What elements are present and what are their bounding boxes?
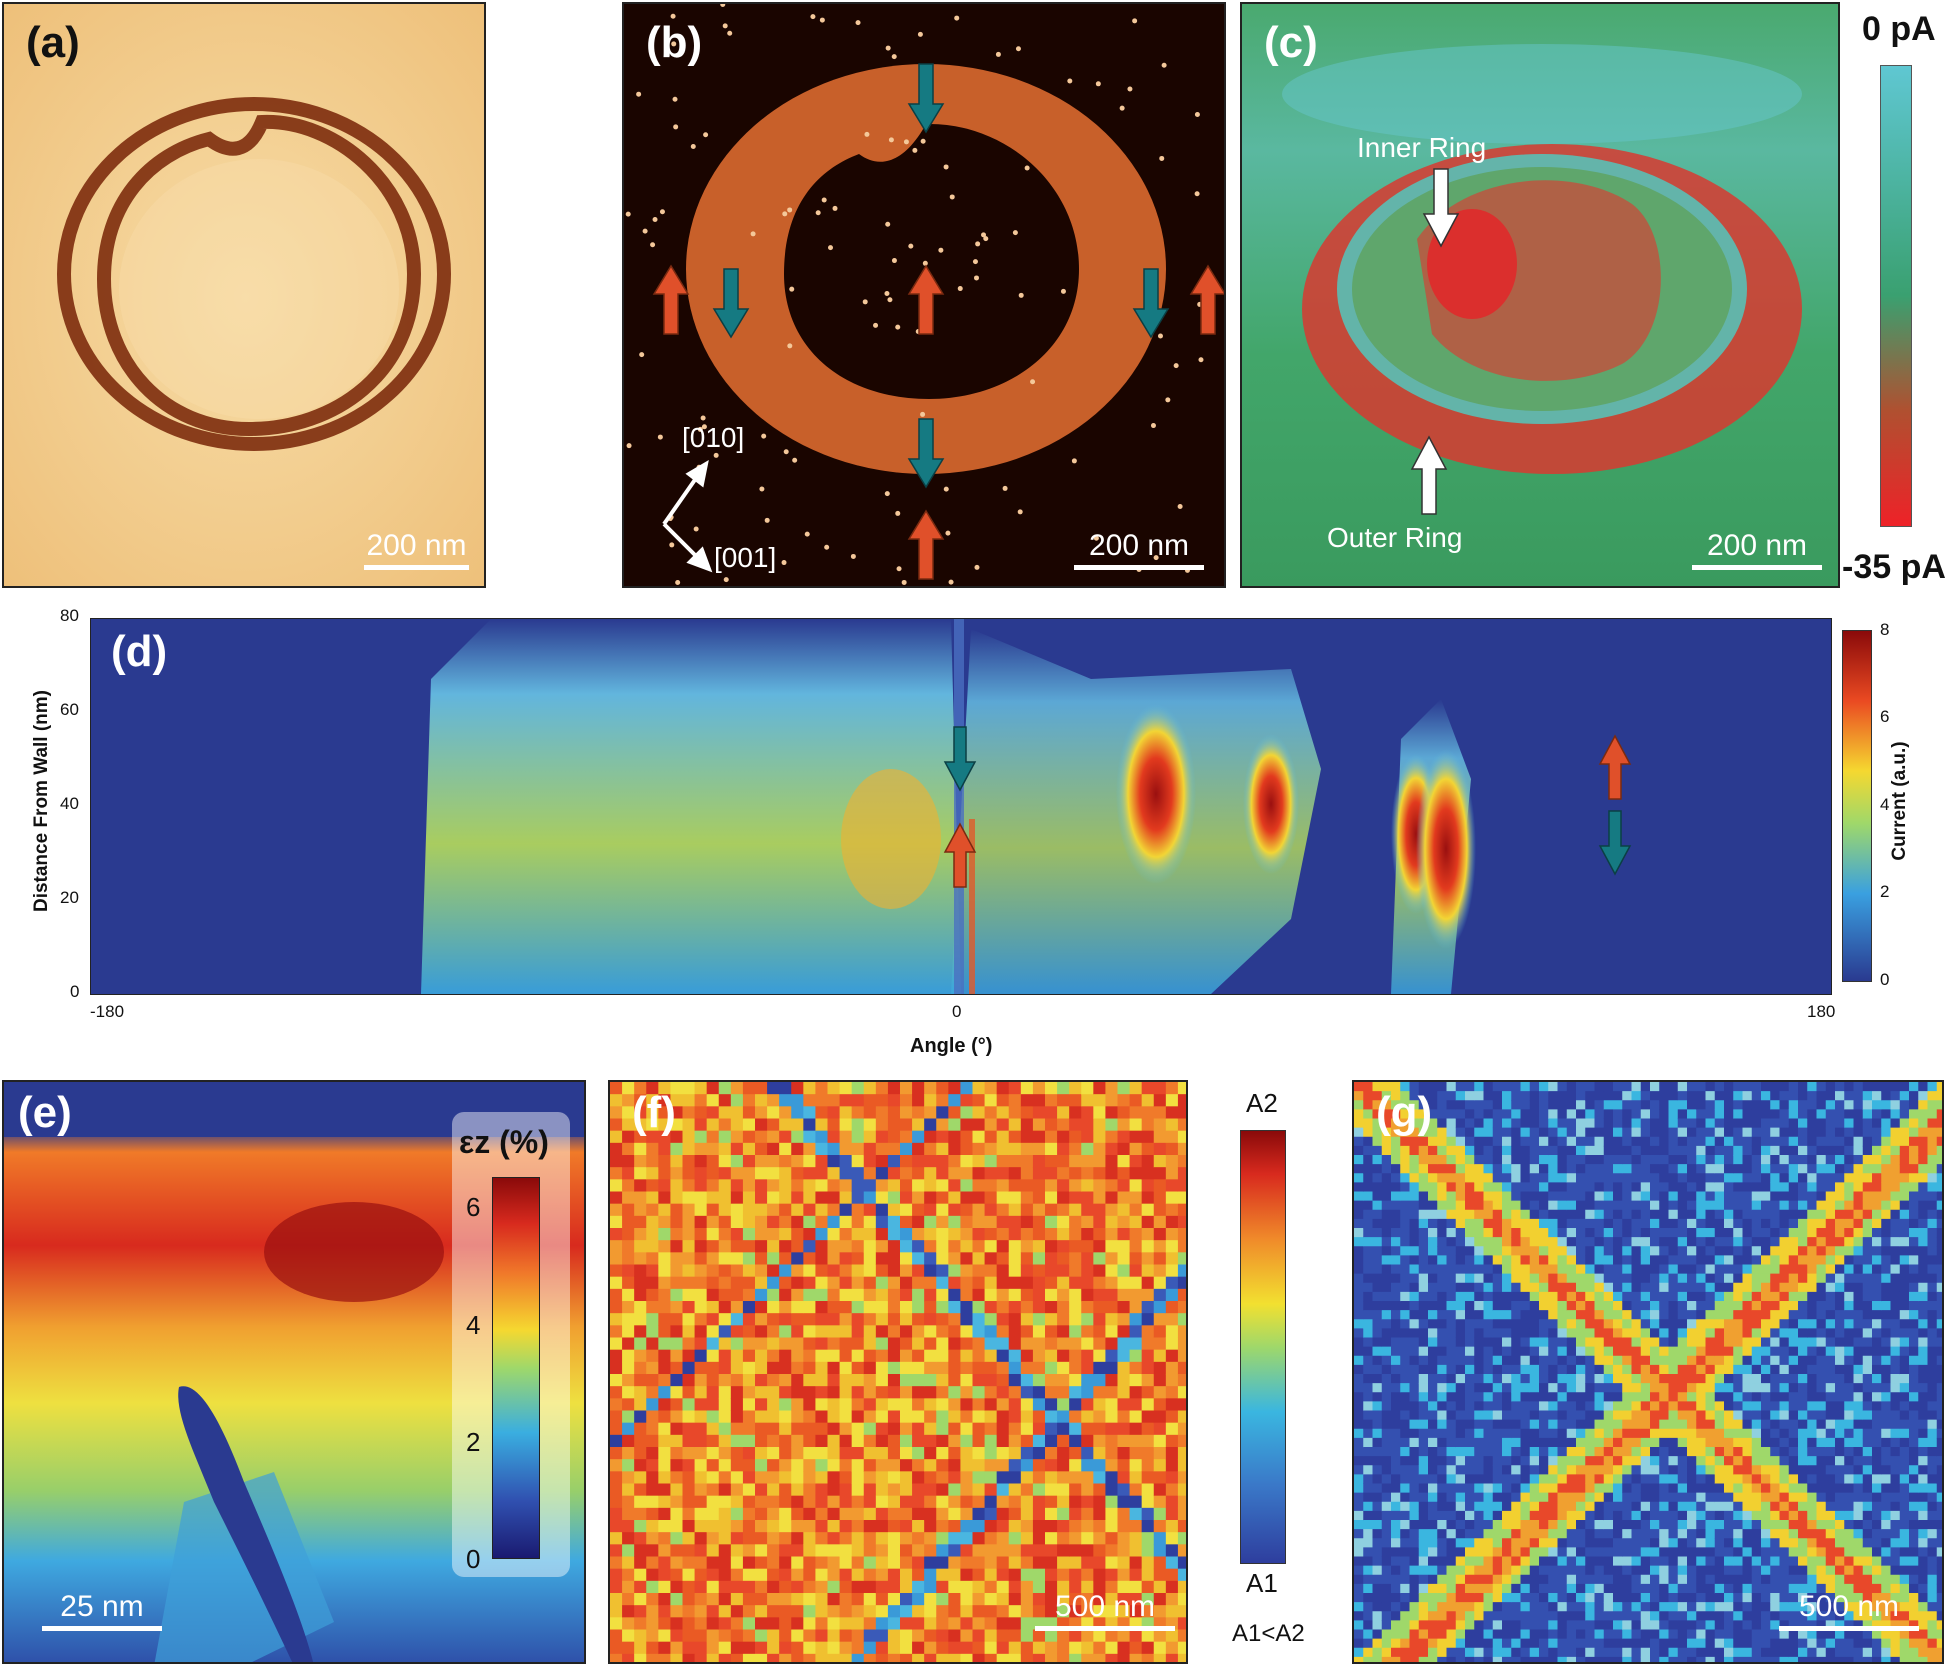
current-map-image — [1242, 4, 1838, 586]
panel-d-colorbar — [1842, 630, 1872, 982]
panel-d-label: (d) — [111, 627, 168, 676]
strain-map-image — [4, 1082, 584, 1662]
colorbar-fg-top: A2 — [1246, 1088, 1278, 1118]
colorbar-fg-bottom: A1 — [1246, 1568, 1278, 1598]
afm-topography-image — [4, 4, 484, 586]
outer-ring-label: Outer Ring — [1327, 522, 1463, 553]
panel-e-label: (e) — [18, 1088, 72, 1137]
panel-c-label: (c) — [1264, 18, 1318, 67]
scalebar-text: 200 nm — [1088, 529, 1190, 562]
panel-c: Inner Ring Outer Ring (c) 200 nm — [1240, 2, 1840, 588]
arrow-up-icon — [943, 734, 1632, 888]
scalebar-text: 500 nm — [1054, 1590, 1156, 1623]
panel-d: (d) — [90, 618, 1832, 995]
ytick-60: 60 — [60, 700, 79, 719]
xtick-neg180: -180 — [90, 1002, 125, 1021]
cbar-d-tick-6: 6 — [1880, 707, 1890, 726]
cbar-d-tick-2: 2 — [1880, 882, 1890, 901]
crystal-axes-icon — [662, 460, 713, 573]
amplitude-map-g — [1354, 1082, 1942, 1662]
panel-b: [010] [001] (b) 200 nm — [622, 2, 1226, 588]
panel-e: εz (%) 0 2 4 6 (e) 25 nm — [2, 1080, 586, 1664]
cbar-e-tick-2: 2 — [466, 1427, 481, 1457]
colorbar-e-title: εz (%) — [459, 1124, 549, 1160]
panel-d-xlabel: Angle (°) — [910, 1035, 993, 1057]
dir-label-010: [010] — [682, 422, 745, 453]
panel-e-scalebar: 25 nm — [42, 1590, 162, 1631]
panel-a-scalebar: 200 nm — [364, 529, 469, 570]
panel-f-label: (f) — [632, 1088, 676, 1137]
xtick-180: 180 — [1807, 1002, 1836, 1021]
inner-ring-label: Inner Ring — [1357, 132, 1487, 163]
arrow-up-icon — [652, 264, 1224, 580]
arrow-down-icon — [712, 63, 1170, 489]
panel-a: (a) 200 nm — [2, 2, 486, 588]
arrow-down-icon — [1422, 168, 1460, 248]
panel-b-label: (b) — [646, 18, 703, 67]
cbar-e-tick-0: 0 — [466, 1544, 481, 1574]
panel-a-label: (a) — [26, 18, 80, 67]
cbar-d-tick-8: 8 — [1880, 620, 1890, 639]
panel-f-scalebar: 500 nm — [1035, 1590, 1175, 1631]
arrow-up-icon — [1410, 435, 1448, 515]
ytick-40: 40 — [60, 794, 79, 813]
amplitude-map-f — [610, 1082, 1186, 1662]
scalebar-text: 200 nm — [1706, 529, 1808, 562]
panel-e-colorbar — [492, 1177, 540, 1559]
xtick-0: 0 — [952, 1002, 962, 1021]
panel-g-scalebar: 500 nm — [1779, 1590, 1919, 1631]
scalebar-text: 200 nm — [366, 529, 467, 562]
colorbar-d-label: Current (a.u.) — [1889, 741, 1910, 861]
panel-d-ylabel: Distance From Wall (nm) — [31, 689, 52, 913]
arrow-down-icon — [943, 726, 1632, 876]
current-vs-angle-heatmap — [91, 619, 1831, 994]
panel-b-scalebar: 200 nm — [1074, 529, 1204, 570]
panel-f: (f) 500 nm — [608, 1080, 1188, 1664]
scalebar-text: 500 nm — [1798, 1590, 1900, 1623]
ytick-20: 20 — [60, 888, 79, 907]
panel-c-colorbar — [1880, 65, 1912, 527]
colorbar-fg-note: A1<A2 — [1232, 1620, 1305, 1647]
cbar-d-tick-4: 4 — [1880, 795, 1890, 814]
scalebar-text: 25 nm — [60, 1590, 144, 1623]
cbar-d-tick-0: 0 — [1880, 970, 1890, 989]
piezoresponse-image — [624, 4, 1224, 586]
panel-c-scalebar: 200 nm — [1692, 529, 1822, 570]
ytick-80: 80 — [60, 606, 79, 625]
cbar-e-tick-4: 4 — [466, 1310, 481, 1340]
panel-g: (g) 500 nm — [1352, 1080, 1944, 1664]
panel-g-label: (g) — [1376, 1088, 1433, 1137]
colorbar-c-bottom: -35 pA — [1842, 548, 1946, 586]
fg-colorbar — [1240, 1130, 1286, 1564]
ytick-0: 0 — [70, 982, 80, 1001]
dir-label-001: [001] — [714, 542, 777, 573]
cbar-e-tick-6: 6 — [466, 1192, 481, 1222]
colorbar-c-top: 0 pA — [1862, 10, 1936, 48]
